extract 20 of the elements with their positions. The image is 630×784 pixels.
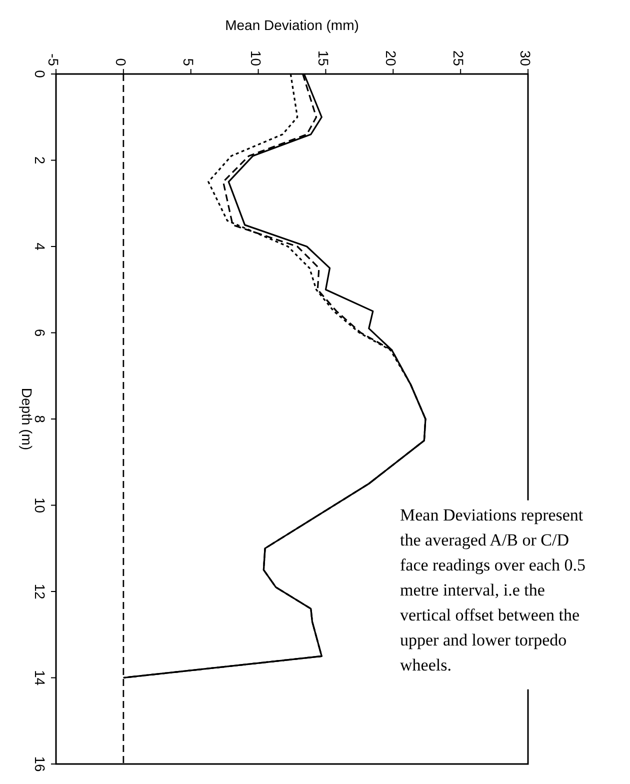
y-tick-label: 2: [32, 156, 48, 164]
y-axis-title: Depth (m): [19, 388, 35, 450]
y-tick-label: 16: [32, 756, 48, 772]
x-tick-label: 0: [113, 58, 130, 66]
x-tick-label: -5: [46, 54, 62, 66]
annotation: Mean Deviations represent the averaged A/B or C/D face readings over each 0.5 metre interval, i.e the vertical offset between the upper and lower torpedo wheels.: [400, 505, 586, 674]
x-tick-label: 25: [450, 50, 466, 66]
y-tick-label: 12: [32, 584, 48, 600]
x-tick-label: 20: [382, 50, 399, 66]
y-tick-label: 8: [32, 415, 48, 424]
x-tick-label: 30: [518, 50, 534, 66]
y-tick-label: 10: [32, 497, 48, 514]
y-tick-label: 14: [32, 670, 48, 686]
x-axis-title: Mean Deviation (mm): [225, 17, 359, 33]
y-tick-label: 4: [32, 242, 48, 251]
x-tick-label: 15: [315, 50, 332, 66]
x-tick-label: 5: [180, 58, 197, 66]
x-tick-label: 10: [248, 50, 264, 66]
y-tick-label: 0: [32, 70, 48, 78]
y-tick-label: 6: [32, 328, 48, 337]
